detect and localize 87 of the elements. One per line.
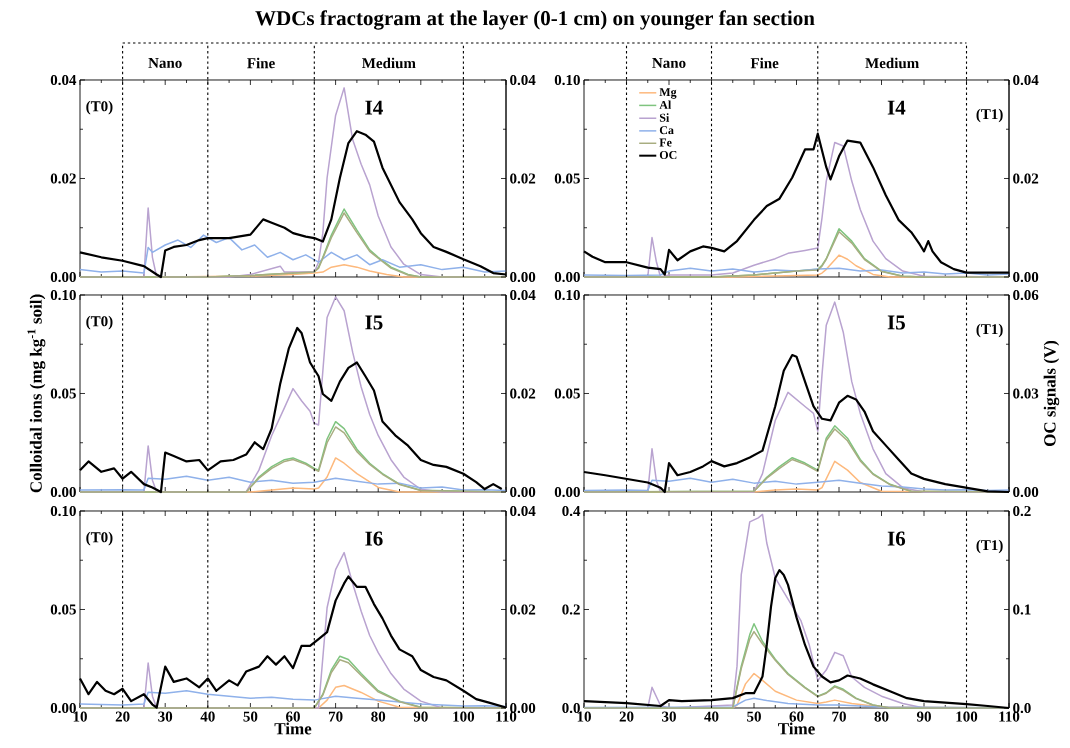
annotation: (T1) bbox=[976, 539, 1003, 554]
x-tick-label: 20 bbox=[115, 711, 130, 722]
y-tick-label: 0.0 bbox=[562, 702, 580, 714]
x-axis-title: Time bbox=[778, 722, 815, 735]
y2-tick-label: 0.1 bbox=[1013, 604, 1031, 615]
legend-label: Mg bbox=[659, 88, 677, 99]
y-tick-label: 0.05 bbox=[50, 388, 76, 399]
x-tick-label: 110 bbox=[999, 711, 1020, 722]
legend-label: OC bbox=[659, 150, 677, 160]
y-tick-label: 0.04 bbox=[50, 74, 77, 86]
x-tick-label: 30 bbox=[158, 711, 173, 722]
x-tick-label: 90 bbox=[916, 711, 931, 722]
x-tick-label: 90 bbox=[413, 711, 428, 722]
y-tick-label: 0.05 bbox=[554, 388, 580, 399]
y2-tick-label: 0.06 bbox=[1013, 289, 1039, 301]
x-tick-label: 50 bbox=[747, 711, 761, 722]
x-tick-label: 100 bbox=[453, 711, 475, 722]
y2-tick-label: 0.04 bbox=[510, 74, 536, 86]
y2-tick-label: 0.2 bbox=[1013, 505, 1031, 517]
text: Nano bbox=[652, 58, 686, 68]
x-tick-label: 40 bbox=[200, 711, 215, 722]
y2-axis-title: OC signals (V) bbox=[1043, 340, 1060, 447]
x-tick-label: 80 bbox=[371, 711, 386, 722]
y-tick-label: 0.00 bbox=[554, 271, 580, 283]
x-tick-label: 60 bbox=[286, 711, 300, 722]
y2-tick-label: 0.04 bbox=[510, 505, 536, 517]
x-axis-title: Time bbox=[274, 722, 312, 735]
text: Medium bbox=[362, 57, 416, 69]
annotation: (T0) bbox=[86, 531, 113, 546]
annotation: I5 bbox=[887, 315, 905, 330]
y2-tick-label: 0.02 bbox=[510, 388, 536, 399]
y-tick-label: 0.10 bbox=[50, 289, 76, 301]
y-tick-label: 0.05 bbox=[554, 173, 580, 184]
legend-label: Al bbox=[659, 100, 672, 109]
annotation: (T0) bbox=[86, 315, 113, 330]
text: Fine bbox=[247, 57, 275, 69]
y2-tick-label: 0.02 bbox=[510, 604, 536, 615]
y-tick-label: 0.10 bbox=[554, 289, 580, 301]
annotation: (T1) bbox=[976, 108, 1003, 123]
annotation: (T1) bbox=[976, 323, 1003, 338]
y-tick-label: 0.00 bbox=[50, 271, 76, 283]
y-tick-label: 0.10 bbox=[50, 505, 76, 517]
annotation: I4 bbox=[365, 100, 383, 115]
x-tick-label: 50 bbox=[243, 711, 258, 722]
y-tick-label: 0.00 bbox=[50, 486, 76, 498]
chart-title: WDCs fractogram at the layer (0-1 cm) on younger fan section bbox=[255, 10, 815, 30]
y-tick-label: 0.00 bbox=[50, 702, 76, 714]
y-tick-label: 0.10 bbox=[554, 74, 580, 86]
y2-tick-label: 0.00 bbox=[1013, 486, 1039, 498]
annotation: I6 bbox=[887, 531, 906, 546]
x-tick-label: 30 bbox=[662, 711, 676, 722]
y-tick-label: 0.00 bbox=[554, 486, 580, 498]
annotation: I5 bbox=[365, 315, 383, 330]
y-tick-label: 0.02 bbox=[50, 173, 76, 184]
x-tick-label: 100 bbox=[956, 711, 978, 722]
y2-tick-label: 0.00 bbox=[510, 702, 536, 714]
x-tick-label: 110 bbox=[496, 711, 517, 722]
annotation: I4 bbox=[887, 100, 906, 115]
y-tick-label: 0.2 bbox=[562, 604, 580, 615]
x-tick-label: 60 bbox=[789, 711, 804, 722]
annotation: I6 bbox=[365, 531, 383, 546]
legend-label: Ca bbox=[659, 126, 674, 135]
y2-tick-label: 0.00 bbox=[510, 486, 536, 498]
x-tick-label: 10 bbox=[577, 711, 591, 722]
legend-label: Si bbox=[659, 113, 670, 122]
x-tick-label: 20 bbox=[619, 711, 634, 722]
x-tick-label: 70 bbox=[832, 711, 846, 722]
y2-tick-label: 0.00 bbox=[1013, 271, 1039, 283]
annotation: (T0) bbox=[86, 100, 113, 115]
x-tick-label: 40 bbox=[704, 711, 719, 722]
text: Fine bbox=[750, 57, 779, 69]
y-tick-label: 0.05 bbox=[50, 604, 76, 615]
y2-tick-label: 0.04 bbox=[510, 289, 536, 301]
legend-label: Fe bbox=[659, 138, 672, 147]
text: Nano bbox=[148, 58, 182, 68]
y2-tick-label: 0.04 bbox=[1013, 74, 1039, 86]
x-tick-label: 10 bbox=[73, 711, 87, 722]
y-tick-label: 0.4 bbox=[562, 505, 581, 517]
y2-tick-label: 0.02 bbox=[510, 173, 536, 184]
text: Medium bbox=[865, 57, 919, 69]
y2-tick-label: 0.02 bbox=[1013, 173, 1039, 184]
y2-tick-label: 0.00 bbox=[510, 271, 536, 283]
y2-tick-label: 0.0 bbox=[1013, 702, 1031, 714]
y2-tick-label: 0.03 bbox=[1013, 388, 1039, 399]
x-tick-label: 80 bbox=[874, 711, 889, 722]
y-axis-title: Colloidal ions (mg kg$^{-1}$ soil) bbox=[27, 294, 46, 493]
x-tick-label: 70 bbox=[328, 711, 343, 722]
